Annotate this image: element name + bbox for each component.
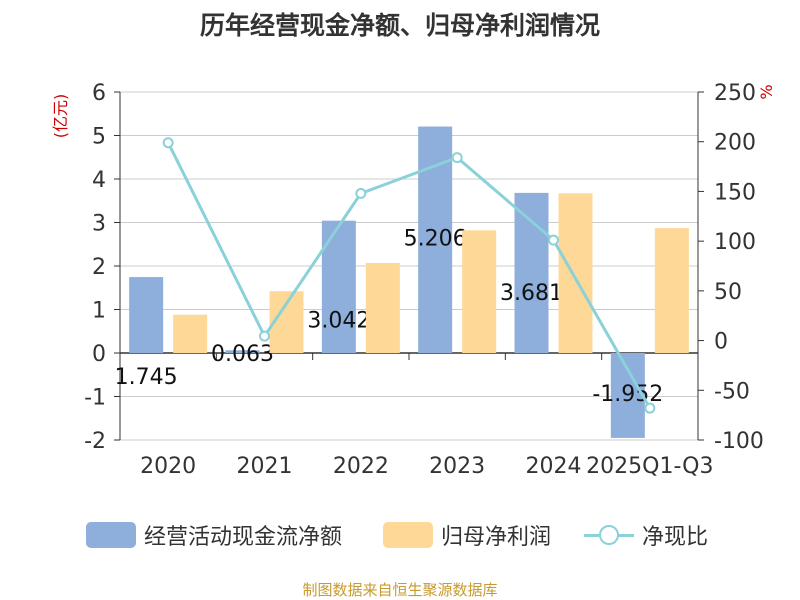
left-tick-label: 6 [92,81,106,106]
legend-swatch-ratio [584,522,634,548]
left-tick-label: -1 [84,386,106,411]
legend-label-ratio: 净现比 [642,525,709,550]
net-profit-bar [365,262,400,353]
cash-flow-data-label: 1.745 [115,365,178,390]
legend-swatch-cash [86,522,136,548]
ratio-point [162,137,174,149]
cash-flow-bar [514,192,549,353]
legend-label-profit: 归母净利润 [441,525,552,550]
net-profit-bar [558,193,593,353]
category-label: 2022 [333,454,389,479]
legend: 经营活动现金流净额 归母净利润 净现比 [0,518,800,552]
right-tick-label: -100 [714,429,764,454]
cash-flow-data-label: 0.063 [211,342,274,367]
net-profit-bar [462,230,497,353]
ratio-point [644,402,656,414]
right-tick-label: -50 [714,379,750,404]
cash-flow-data-label: -1.952 [592,382,663,407]
right-tick-label: 150 [714,180,756,205]
legend-item-cash[interactable]: 经营活动现金流净额 [86,518,342,552]
category-label: 2021 [237,454,293,479]
left-tick-label: 5 [92,125,106,150]
legend-label-cash: 经营活动现金流净额 [144,525,343,550]
category-label: 2020 [140,454,196,479]
legend-item-ratio[interactable]: 净现比 [584,518,708,552]
net-profit-bar [173,314,208,353]
cash-flow-data-label: 5.206 [404,227,467,252]
right-tick-label: 50 [714,280,742,305]
left-tick-label: -2 [84,429,106,454]
legend-item-profit[interactable]: 归母净利润 [383,518,551,552]
ratio-point [451,152,463,164]
right-tick-label: 250 [714,81,756,106]
category-label: 2025Q1-Q3 [586,454,713,479]
left-tick-label: 4 [92,168,106,193]
right-axis-title: % [757,84,776,99]
left-tick-label: 0 [92,342,106,367]
cash-flow-bar [225,350,260,353]
cash-flow-bar [129,277,164,353]
category-label: 2024 [526,454,582,479]
net-profit-bar [654,228,689,353]
ratio-point [259,330,270,342]
ratio-point [355,187,367,199]
left-tick-label: 1 [92,299,106,324]
left-tick-label: 3 [92,212,106,237]
legend-swatch-profit [383,522,433,548]
source-note: 制图数据来自恒生聚源数据库 [302,581,498,599]
ratio-point [548,234,559,246]
ratio-line [166,142,652,409]
right-tick-label: 0 [714,330,728,355]
cash-flow-data-label: 3.042 [307,309,370,334]
category-label: 2023 [429,454,485,479]
right-tick-label: 200 [714,131,756,156]
left-tick-label: 2 [92,255,106,280]
right-tick-label: 100 [714,230,756,255]
chart-title: 历年经营现金净额、归母净利润情况 [199,11,600,40]
left-axis-title: (亿元) [51,94,70,139]
cash-flow-data-label: 3.681 [500,281,563,306]
